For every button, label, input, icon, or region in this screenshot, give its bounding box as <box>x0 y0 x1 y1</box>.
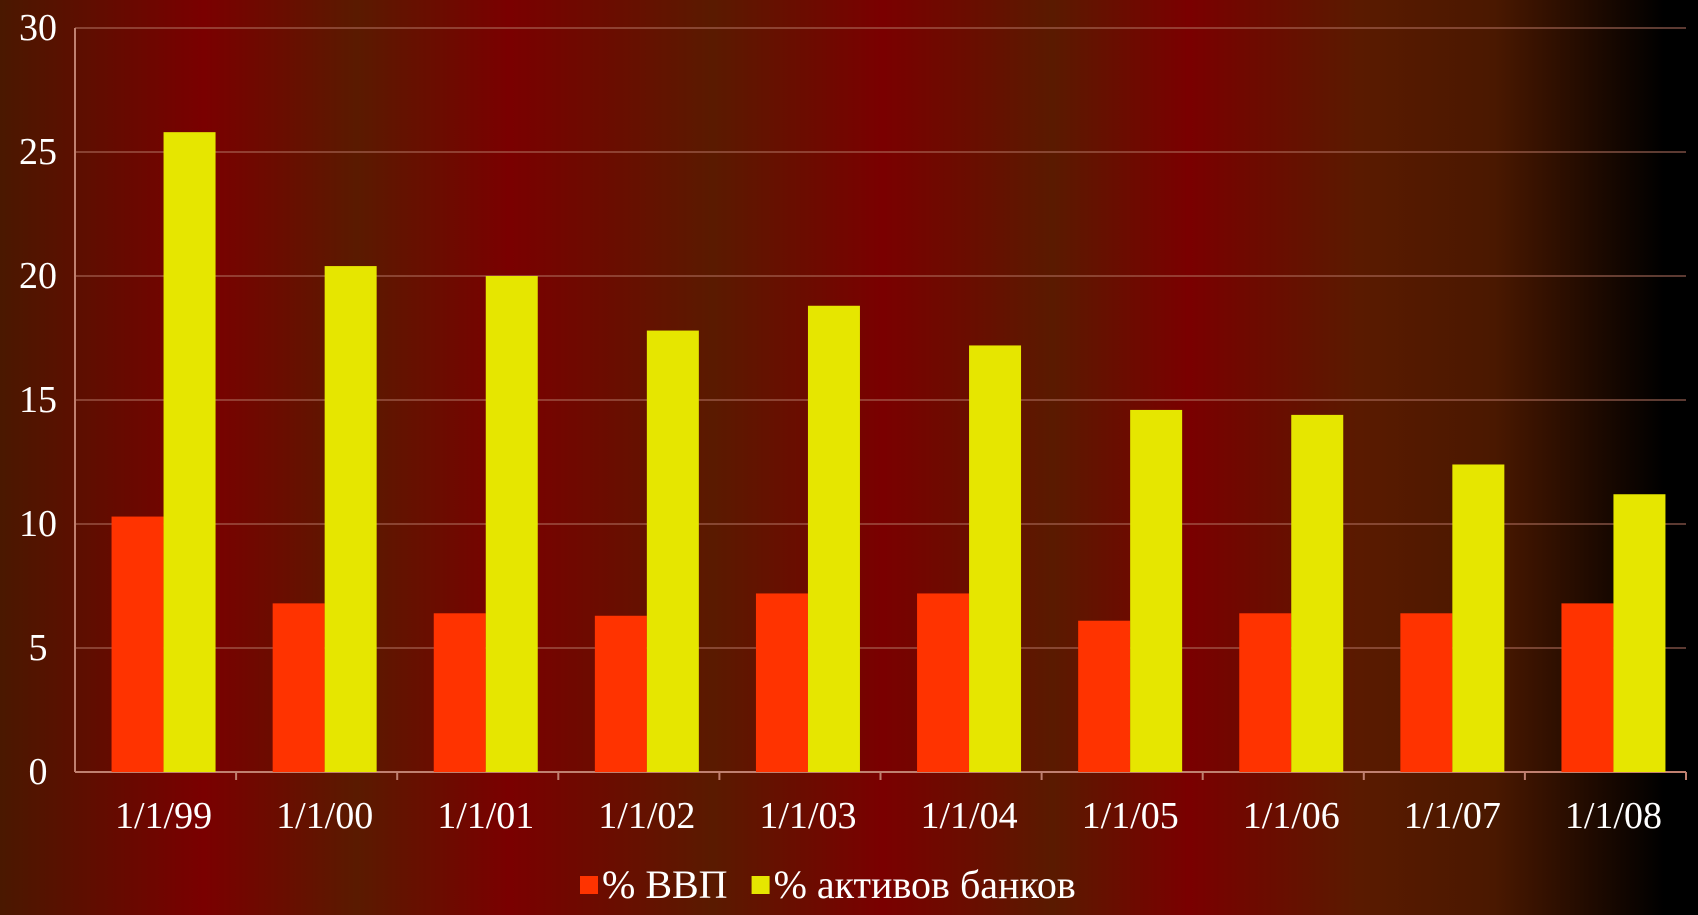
x-tick-label: 1/1/08 <box>1565 795 1662 837</box>
bar-bank-assets <box>1613 494 1666 772</box>
bar-bank-assets <box>969 345 1022 772</box>
bar-bank-assets <box>1291 414 1344 772</box>
bar-bank-assets <box>646 330 699 772</box>
bar-gdp <box>1561 603 1614 772</box>
y-tick-label: 15 <box>19 379 57 421</box>
y-tick-label: 0 <box>29 751 48 793</box>
bar-bank-assets <box>1452 464 1505 772</box>
x-tick-label: 1/1/01 <box>437 795 534 837</box>
bar-gdp <box>433 613 486 772</box>
bar-gdp <box>1239 613 1292 772</box>
x-tick-label: 1/1/05 <box>1082 795 1179 837</box>
bar-gdp <box>1078 620 1131 772</box>
y-tick-label: 5 <box>29 627 48 669</box>
bar-bank-assets <box>807 305 860 772</box>
legend-swatch-gdp <box>580 876 598 894</box>
x-tick-label: 1/1/07 <box>1404 795 1501 837</box>
x-tick-label: 1/1/06 <box>1243 795 1340 837</box>
bar-bank-assets <box>324 266 377 772</box>
bar-bank-assets <box>163 132 216 772</box>
y-tick-label: 10 <box>19 503 57 545</box>
bar-bank-assets <box>485 276 538 772</box>
x-tick-label: 1/1/02 <box>598 795 695 837</box>
y-tick-label: 20 <box>19 255 57 297</box>
x-tick-label: 1/1/99 <box>115 795 212 837</box>
legend-swatch-bank-assets <box>751 876 770 894</box>
bar-bank-assets <box>1130 409 1183 772</box>
bar-gdp <box>917 593 970 772</box>
bar-gdp <box>594 615 647 772</box>
bar-gdp <box>1400 613 1453 772</box>
legend-label-gdp: % ВВП <box>602 862 728 907</box>
x-tick-label: 1/1/00 <box>276 795 373 837</box>
legend-label-bank-assets: % активов банков <box>774 862 1076 907</box>
bar-gdp <box>755 593 808 772</box>
x-tick-label: 1/1/04 <box>920 795 1017 837</box>
bar-gdp <box>111 516 164 772</box>
bar-gdp <box>272 603 325 772</box>
y-tick-label: 30 <box>19 7 57 49</box>
x-tick-label: 1/1/03 <box>759 795 856 837</box>
y-tick-label: 25 <box>19 131 57 173</box>
